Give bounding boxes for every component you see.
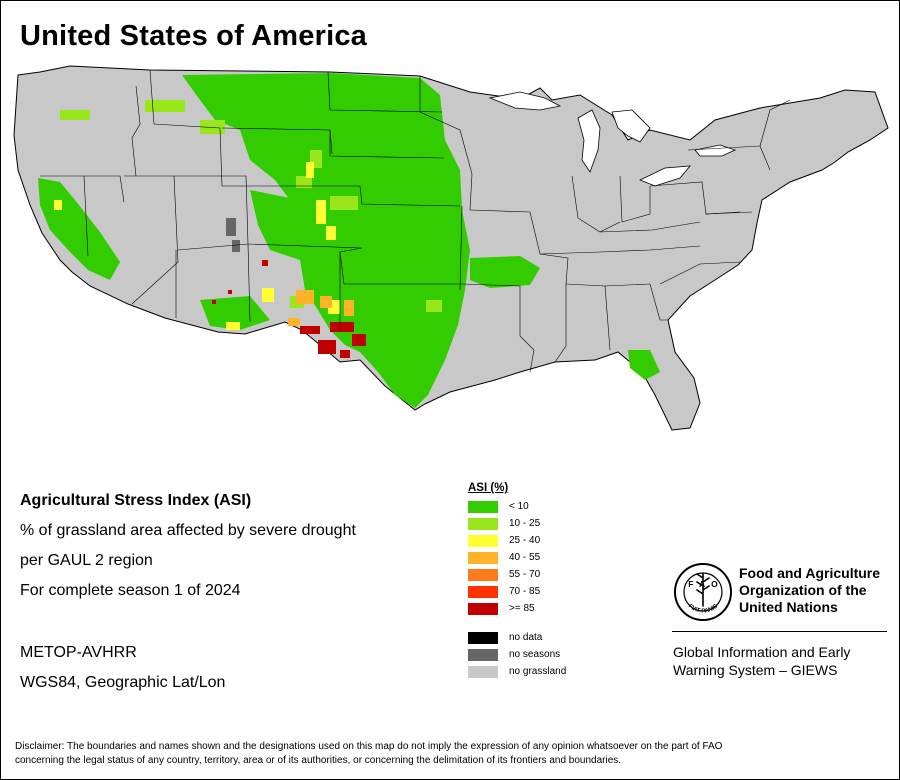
legend-other-swatch [468,631,498,644]
legend-classes: < 10 10 - 25 25 - 40 40 - 55 55 - 70 70 - 85 >… [468,498,566,617]
asi-red-areas [212,260,366,358]
legend-class-swatch [468,551,498,564]
fao-divider [672,631,887,632]
giews-line-2: Warning System – GIEWS [673,662,838,678]
map-info: Agricultural Stress Index (ASI) % of gra… [20,486,356,698]
legend-class-row: >= 85 [468,600,566,617]
legend-class-label: 55 - 70 [509,569,541,580]
fao-name-line-2: Organization of the [739,582,867,598]
legend-class-label: 25 - 40 [509,535,541,546]
legend-other-row: no seasons [468,646,566,663]
info-spacer [20,606,356,638]
asi-green-areas [38,73,660,408]
giews-line-1: Global Information and Early [673,644,851,660]
fao-name-line-1: Food and Agriculture [739,565,881,581]
legend-title: ASI (%) [468,482,509,494]
legend-other-label: no grassland [509,666,567,677]
disclaimer-line-1: Disclaimer: The boundaries and names sho… [15,741,723,752]
asi-yellow-areas [54,162,340,330]
legend-other-row: no grassland [468,663,566,680]
legend-other-label: no seasons [509,649,561,660]
info-line-1: % of grassland area affected by severe d… [20,522,356,539]
legend-class-label: 10 - 25 [509,518,541,529]
legend-class-row: 40 - 55 [468,549,566,566]
info-line-2: per GAUL 2 region [20,552,153,569]
fao-logo-motto: FIAT PANIS [687,604,719,615]
asi-legend: ASI (%) < 10 10 - 25 25 - 40 40 - 55 55 - 70… [468,482,566,680]
fao-name-line-3: United Nations [739,599,838,615]
legend-class-swatch [468,602,498,615]
legend-separator [468,617,566,629]
legend-other-swatch [468,665,498,678]
legend-other-swatch [468,648,498,661]
fao-logo: FAO FIAT PANIS [674,563,732,621]
disclaimer-line-2: concerning the legal status of any count… [15,755,622,766]
state-boundaries [40,69,791,373]
giews-name: Global Information and Early Warning Sys… [673,643,850,679]
legend-class-row: < 10 [468,498,566,515]
legend-class-swatch [468,517,498,530]
svg-text:FIAT PANIS: FIAT PANIS [687,604,719,615]
fao-organization-name: Food and Agriculture Organization of the… [739,565,880,616]
info-heading: Agricultural Stress Index (ASI) [20,492,252,509]
asi-noseason-areas [226,218,240,252]
legend-class-swatch [468,500,498,513]
asi-orange-areas [288,290,354,326]
legend-class-row: 55 - 70 [468,566,566,583]
legend-class-swatch [468,568,498,581]
asi-lightgreen-areas [60,100,442,312]
us-asi-map [13,65,889,431]
disclaimer: Disclaimer: The boundaries and names sho… [15,740,885,768]
info-sensor: METOP-AVHRR [20,644,137,661]
legend-class-swatch [468,585,498,598]
map-title: United States of America [20,20,367,52]
legend-other-label: no data [509,632,543,643]
legend-class-label: 70 - 85 [509,586,541,597]
legend-other: no data no seasons no grassland [468,629,566,680]
fao-logo-text: FAO [688,579,723,589]
info-projection: WGS84, Geographic Lat/Lon [20,674,226,691]
legend-class-row: 70 - 85 [468,583,566,600]
legend-class-label: < 10 [509,501,529,512]
legend-other-row: no data [468,629,566,646]
info-line-3: For complete season 1 of 2024 [20,582,241,599]
legend-class-row: 25 - 40 [468,532,566,549]
legend-class-label: 40 - 55 [509,552,541,563]
legend-class-label: >= 85 [509,603,535,614]
legend-class-row: 10 - 25 [468,515,566,532]
legend-class-swatch [468,534,498,547]
